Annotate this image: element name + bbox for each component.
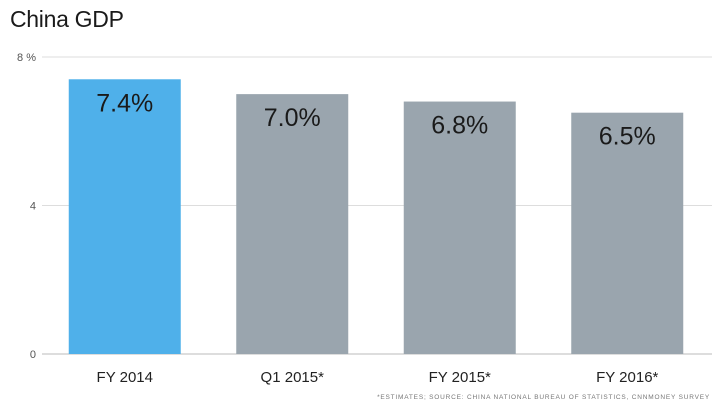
source-note: *Estimates; source: China National Burea… <box>377 394 710 401</box>
bar <box>236 94 349 354</box>
x-axis-labels: FY 2014 Q1 2015* FY 2015* FY 2016* <box>97 369 659 386</box>
y-tick-label: 4 <box>30 201 36 213</box>
data-labels: 7.4% 7.0% 6.8% 6.5% <box>96 89 655 150</box>
bar-value-label: 6.5% <box>599 123 656 151</box>
bar-value-label: 6.8% <box>431 112 488 140</box>
bars <box>68 79 684 355</box>
y-axis-ticks: 0 4 8 % <box>17 52 36 361</box>
bar <box>403 101 516 354</box>
bar-value-label: 7.0% <box>264 104 321 132</box>
bar <box>68 79 181 355</box>
x-category-label: FY 2016* <box>596 369 658 386</box>
x-category-label: FY 2014 <box>97 369 153 386</box>
bar-value-label: 7.4% <box>96 89 153 117</box>
bar <box>571 112 684 354</box>
chart-title: China GDP <box>10 6 124 32</box>
x-category-label: FY 2015* <box>429 369 491 386</box>
y-tick-label: 0 <box>30 349 36 361</box>
x-category-label: Q1 2015* <box>261 369 325 386</box>
y-tick-label: 8 % <box>17 52 36 64</box>
